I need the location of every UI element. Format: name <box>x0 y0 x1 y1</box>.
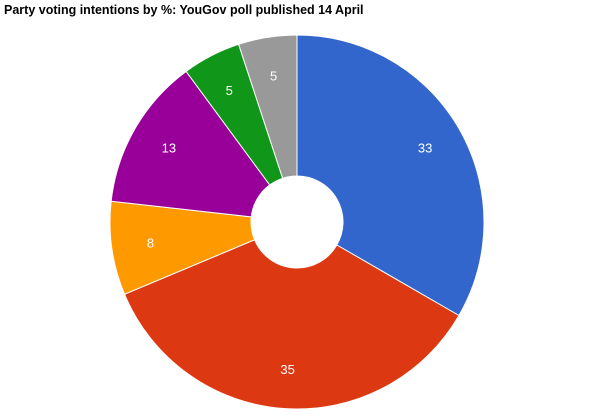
pie-slice-5 <box>238 34 298 179</box>
slice-label-2: 8 <box>147 236 154 251</box>
chart-title: Party voting intentions by %: YouGov pol… <box>4 3 364 17</box>
slices-layer <box>109 34 485 410</box>
labels-layer: 33 35 8 13 5 5 <box>147 68 433 377</box>
slice-label-3: 13 <box>162 141 176 156</box>
pie-slice-1 <box>123 239 460 410</box>
pie-slice-0 <box>296 34 485 317</box>
slice-label-4: 5 <box>226 83 233 98</box>
pie-slice-3 <box>110 70 271 218</box>
slice-label-0: 33 <box>418 141 432 156</box>
slice-label-1: 35 <box>280 362 294 377</box>
slice-label-5: 5 <box>270 68 277 83</box>
